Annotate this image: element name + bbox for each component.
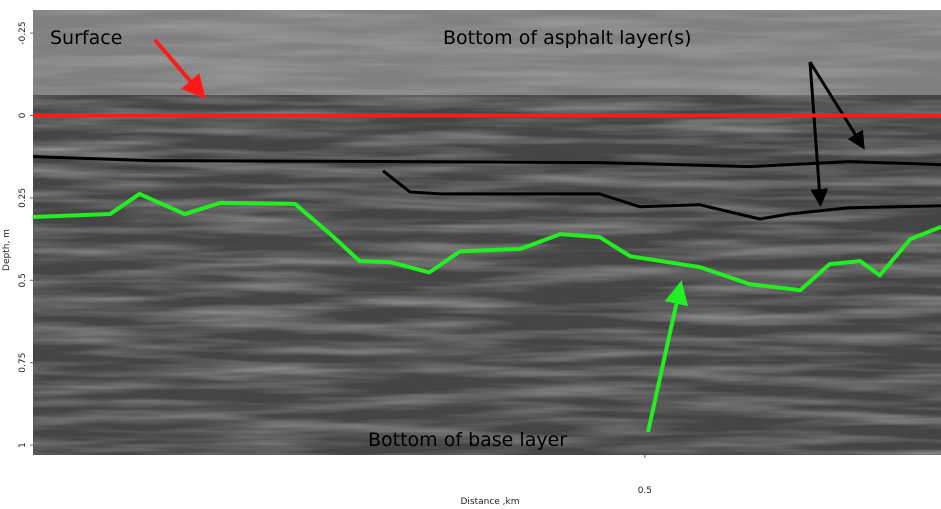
interpretation-line bbox=[32, 191, 941, 293]
y-tick-label: 0.25 bbox=[18, 188, 28, 208]
arrow bbox=[646, 280, 689, 433]
interpretation-line bbox=[382, 169, 941, 221]
x-tick-label: 0.5 bbox=[638, 486, 652, 496]
interpretation-line bbox=[32, 155, 941, 169]
x-axis-label: Distance ,km bbox=[460, 497, 519, 507]
air-band bbox=[33, 10, 941, 95]
y-tick-label: 1 bbox=[18, 442, 28, 448]
y-tick-label: 0.5 bbox=[18, 273, 28, 287]
annotation: Surface bbox=[50, 27, 122, 49]
arrow bbox=[153, 38, 206, 100]
arrow bbox=[808, 61, 865, 150]
arrow bbox=[808, 61, 829, 207]
annotation: Bottom of base layer bbox=[368, 429, 567, 451]
y-tick-label: 0 bbox=[18, 112, 28, 118]
annotation: Bottom of asphalt layer(s) bbox=[443, 27, 692, 49]
y-tick-label: -0.25 bbox=[18, 21, 28, 44]
y-axis-label: Depth, m bbox=[2, 229, 12, 271]
y-tick-label: 0.75 bbox=[18, 353, 28, 373]
